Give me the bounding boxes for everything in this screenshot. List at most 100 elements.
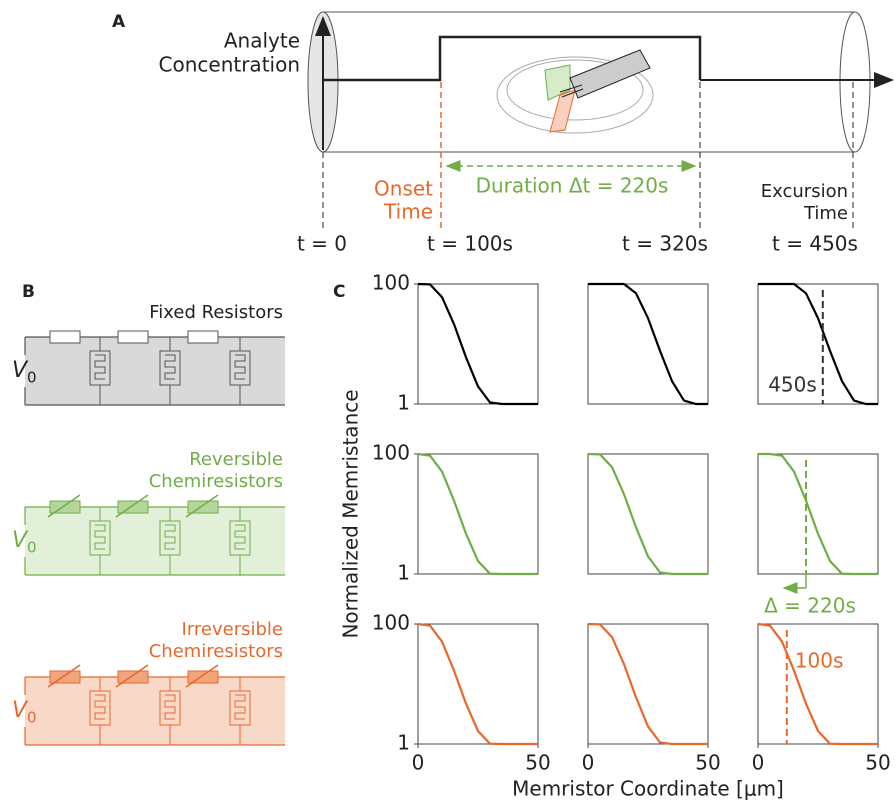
y-tick-label: 100 xyxy=(372,271,410,295)
block-title: Reversible xyxy=(189,449,283,470)
pulse xyxy=(323,35,702,82)
sensor xyxy=(159,520,181,556)
duration-label: Duration Δt = 220s xyxy=(476,174,669,198)
plot-frame xyxy=(757,623,879,745)
resistor xyxy=(187,500,219,514)
resistor xyxy=(49,500,81,514)
device xyxy=(496,49,654,134)
curve xyxy=(588,282,708,406)
sensor xyxy=(89,690,111,726)
electrode xyxy=(94,694,106,720)
y-label: Concentration xyxy=(159,53,300,77)
block-title: Chemiresistors xyxy=(149,471,283,492)
resistor xyxy=(49,670,81,684)
electrode xyxy=(164,694,176,720)
marker-label: Δ = 220s xyxy=(764,594,856,618)
voltage-subscript: 0 xyxy=(27,539,37,557)
y-tick-label: 1 xyxy=(397,561,410,585)
sensor xyxy=(159,690,181,726)
panel-label: B xyxy=(22,282,35,302)
voltage-symbol: V xyxy=(12,528,29,553)
resistor xyxy=(117,330,149,344)
panel-a: A Analyte Concentration Onset Time Durat… xyxy=(112,11,894,256)
cylinder-end xyxy=(839,11,871,153)
panel-c: C Normalized Memristance Memristor Coord… xyxy=(333,271,891,801)
block-title: Irreversible xyxy=(182,619,283,640)
time-label: t = 320s xyxy=(622,232,708,256)
curve xyxy=(758,282,878,406)
variable-arrow xyxy=(115,664,149,688)
y-tick-label: 1 xyxy=(397,731,410,755)
x-tick-label: 50 xyxy=(865,751,890,775)
x-tick-label: 0 xyxy=(412,751,425,775)
electrode xyxy=(234,694,246,720)
wire xyxy=(24,336,285,406)
voltage-symbol: V xyxy=(12,358,29,383)
y-tick-label: 100 xyxy=(372,611,410,635)
sensor xyxy=(89,350,111,386)
curve xyxy=(758,452,878,576)
voltage-symbol: V xyxy=(12,698,29,723)
wire xyxy=(24,676,285,746)
electrode xyxy=(164,524,176,550)
x-tick-label: 0 xyxy=(752,751,765,775)
block-title: Fixed Resistors xyxy=(149,302,283,323)
marker-label: 450s xyxy=(768,373,817,397)
plot-frame xyxy=(757,283,879,405)
excursion-label: Time xyxy=(803,203,848,224)
sensor xyxy=(159,350,181,386)
plot-frame xyxy=(587,283,709,405)
sensor xyxy=(229,350,251,386)
electrode xyxy=(94,524,106,550)
variable-arrow xyxy=(185,494,219,518)
cylinder xyxy=(323,11,855,153)
plot-frame xyxy=(417,283,539,405)
voltage-subscript: 0 xyxy=(27,709,37,727)
voltage-subscript: 0 xyxy=(27,369,37,387)
plot-frame xyxy=(417,623,539,745)
marker-label: 100s xyxy=(795,649,844,673)
curve xyxy=(757,622,878,746)
electrode xyxy=(164,354,176,380)
plot-frame xyxy=(417,453,539,575)
panel-label: A xyxy=(112,12,126,32)
sensor xyxy=(89,520,111,556)
resistor xyxy=(117,670,149,684)
variable-arrow xyxy=(185,664,219,688)
x-axis-title: Memristor Coordinate [μm] xyxy=(512,777,784,801)
curve xyxy=(587,622,708,746)
sensor xyxy=(229,520,251,556)
variable-arrow xyxy=(47,494,81,518)
x-tick-label: 50 xyxy=(695,751,720,775)
block-title: Chemiresistors xyxy=(149,641,283,662)
plot-frame xyxy=(587,453,709,575)
electrode xyxy=(234,354,246,380)
plot-frame xyxy=(757,453,879,575)
electrode xyxy=(94,354,106,380)
resistor xyxy=(187,670,219,684)
resistor xyxy=(187,330,219,344)
time-label: t = 0 xyxy=(297,232,347,256)
y-label: Analyte xyxy=(224,29,300,53)
electrode xyxy=(234,524,246,550)
variable-arrow xyxy=(115,494,149,518)
curve xyxy=(417,282,538,406)
excursion-label: Excursion xyxy=(761,181,848,202)
x-tick-label: 0 xyxy=(582,751,595,775)
time-label: t = 100s xyxy=(427,232,513,256)
plot-frame xyxy=(587,623,709,745)
resistor xyxy=(49,330,81,344)
y-axis-title: Normalized Memristance xyxy=(339,389,363,638)
curve xyxy=(417,622,538,746)
resistor xyxy=(117,500,149,514)
panel-label: C xyxy=(333,282,345,302)
onset-label: Onset xyxy=(374,177,433,201)
curve xyxy=(587,452,708,576)
curve xyxy=(417,452,538,576)
variable-arrow xyxy=(47,664,81,688)
x-tick-label: 50 xyxy=(525,751,550,775)
wire xyxy=(24,506,285,576)
y-tick-label: 1 xyxy=(397,391,410,415)
